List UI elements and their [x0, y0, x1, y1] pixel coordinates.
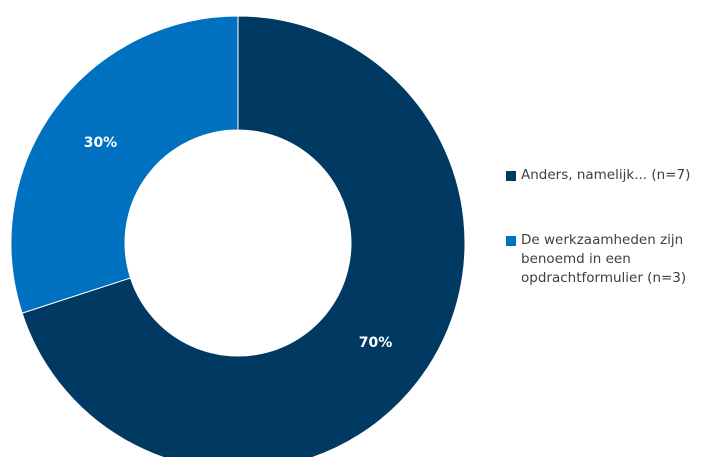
data-label-werkzaamheden: 30% — [84, 135, 118, 151]
legend-label-anders: Anders, namelijk... (n=7) — [521, 167, 691, 183]
legend-swatch-anders — [506, 171, 516, 181]
data-label-anders: 70% — [359, 335, 393, 351]
legend-label-werkzaamheden: De werkzaamheden zijn benoemd in een opd… — [521, 232, 687, 286]
legend-item-anders: Anders, namelijk... (n=7) — [506, 166, 714, 185]
legend-item-werkzaamheden: De werkzaamheden zijn benoemd in een opd… — [506, 231, 714, 288]
legend-swatch-werkzaamheden — [506, 236, 516, 246]
donut-slice-anders — [21, 15, 466, 457]
chart-legend: Anders, namelijk... (n=7) De werkzaamhed… — [506, 166, 714, 288]
donut-slice-werkzaamheden — [10, 15, 239, 314]
